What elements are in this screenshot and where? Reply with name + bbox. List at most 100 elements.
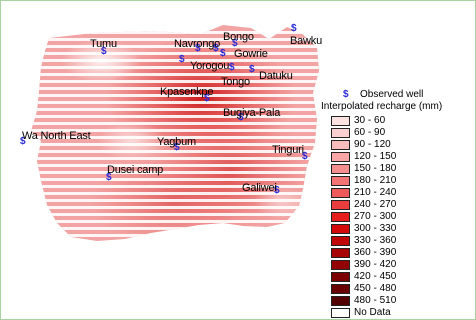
- well-marker-navrongo-1: $: [195, 43, 201, 54]
- legend-item-label: 270 - 300: [354, 211, 397, 222]
- stripe: [31, 192, 319, 195]
- map-legend: $ Observed well Interpolated recharge (m…: [321, 89, 471, 319]
- stripe: [31, 143, 319, 146]
- legend-item: 360 - 390: [321, 247, 471, 259]
- legend-item: 450 - 480: [321, 283, 471, 295]
- well-marker-tinguri: $: [302, 151, 308, 162]
- legend-swatch: [331, 296, 350, 306]
- place-label-tinguri: Tinguri: [272, 144, 304, 156]
- legend-item: 240 - 270: [321, 199, 471, 211]
- stripe: [31, 87, 319, 90]
- place-label-bawku: Bawku: [290, 35, 323, 47]
- legend-item: 390 - 420: [321, 259, 471, 271]
- place-label-yagbum: Yagbum: [157, 136, 196, 148]
- well-marker-wa-north-east: $: [20, 136, 26, 147]
- stripe: [31, 101, 319, 104]
- legend-item-label: 60 - 90: [354, 127, 386, 138]
- stripe: [31, 206, 319, 209]
- legend-swatch: [331, 116, 350, 126]
- legend-swatch: [331, 140, 350, 150]
- legend-item: 90 - 120: [321, 139, 471, 151]
- stripe: [31, 227, 319, 230]
- stripe: [31, 59, 319, 62]
- legend-item-label: 360 - 390: [354, 247, 397, 258]
- place-label-yorogou: Yorogou: [190, 60, 230, 72]
- stripe: [31, 45, 319, 48]
- legend-item: 120 - 150: [321, 151, 471, 163]
- legend-item-label: 210 - 240: [354, 187, 397, 198]
- stripe: [31, 115, 319, 118]
- place-label-tongo: Tongo: [221, 76, 250, 88]
- legend-item: 60 - 90: [321, 127, 471, 139]
- legend-item-label: 150 - 180: [354, 163, 397, 174]
- legend-swatch: [331, 224, 350, 234]
- well-marker-bongo: $: [232, 38, 238, 49]
- legend-swatch: [331, 284, 350, 294]
- stripe: [31, 213, 319, 216]
- legend-swatch: [331, 236, 350, 246]
- stripe: [31, 157, 319, 160]
- legend-swatch: [331, 152, 350, 162]
- stripe: [31, 136, 319, 139]
- legend-item: 210 - 240: [321, 187, 471, 199]
- stripe: [31, 38, 319, 41]
- legend-swatch: [331, 212, 350, 222]
- stripe: [31, 31, 319, 34]
- well-marker-galiwei: $: [274, 185, 280, 196]
- legend-swatch: [331, 260, 350, 270]
- well-marker-navrongo-3: $: [179, 54, 185, 65]
- place-label-tumu: Tumu: [90, 38, 117, 50]
- stripe: [31, 108, 319, 111]
- legend-item-label: 480 - 510: [354, 295, 397, 306]
- legend-well-entry: $ Observed well: [321, 89, 471, 101]
- stripe: [31, 80, 319, 83]
- well-marker-navrongo-2: $: [213, 43, 219, 54]
- legend-item-label: 450 - 480: [354, 283, 397, 294]
- place-label-dusei-camp: Dusei camp: [107, 164, 164, 176]
- legend-item: 330 - 360: [321, 235, 471, 247]
- stripe: [31, 52, 319, 55]
- place-label-wa-north-east: Wa North East: [22, 130, 91, 142]
- place-label-datuku: Datuku: [259, 70, 293, 82]
- well-marker-gowrie: $: [220, 48, 226, 59]
- legend-swatch: [331, 200, 350, 210]
- stripe: [31, 122, 319, 125]
- legend-well-label: Observed well: [360, 89, 424, 100]
- place-label-kpasenkpe: Kpasenkpe: [160, 86, 214, 98]
- legend-swatch: [331, 176, 350, 186]
- stripe: [31, 150, 319, 153]
- stripe: [31, 199, 319, 202]
- legend-title-text: Interpolated recharge (mm): [321, 101, 443, 112]
- stripe: [31, 220, 319, 223]
- well-marker-kpasenkpe: $: [204, 93, 210, 104]
- place-label-galiwei: Galiwei: [242, 182, 277, 194]
- legend-item-label: 90 - 120: [354, 139, 391, 150]
- legend-swatch: [331, 164, 350, 174]
- stripe: [31, 73, 319, 76]
- legend-swatch: [331, 308, 350, 318]
- well-marker-tumu: $: [101, 46, 107, 57]
- stripe: [31, 185, 319, 188]
- stripe: [31, 94, 319, 97]
- well-marker-yorogou: $: [229, 62, 235, 73]
- well-marker-bawku: $: [291, 23, 297, 34]
- legend-swatch: [331, 128, 350, 138]
- legend-item-label: 240 - 270: [354, 199, 397, 210]
- stripe: [31, 129, 319, 132]
- legend-item: 30 - 60: [321, 115, 471, 127]
- legend-item-label: 180 - 210: [354, 175, 397, 186]
- legend-item: 150 - 180: [321, 163, 471, 175]
- place-label-bongo: Bongo: [223, 31, 254, 43]
- well-marker-yagbum: $: [174, 142, 180, 153]
- legend-item-label: 330 - 360: [354, 235, 397, 246]
- legend-item: 300 - 330: [321, 223, 471, 235]
- legend-classes: 30 - 60 60 - 90 90 - 120 120 - 150 150 - 180…: [321, 115, 471, 319]
- well-marker-datuku: $: [249, 64, 255, 75]
- stripe: [31, 164, 319, 167]
- legend-swatch: [331, 272, 350, 282]
- legend-item-label: 120 - 150: [354, 151, 397, 162]
- place-label-bugiya-pala: Bugiya-Pala: [223, 107, 281, 119]
- legend-item: No Data: [321, 307, 471, 319]
